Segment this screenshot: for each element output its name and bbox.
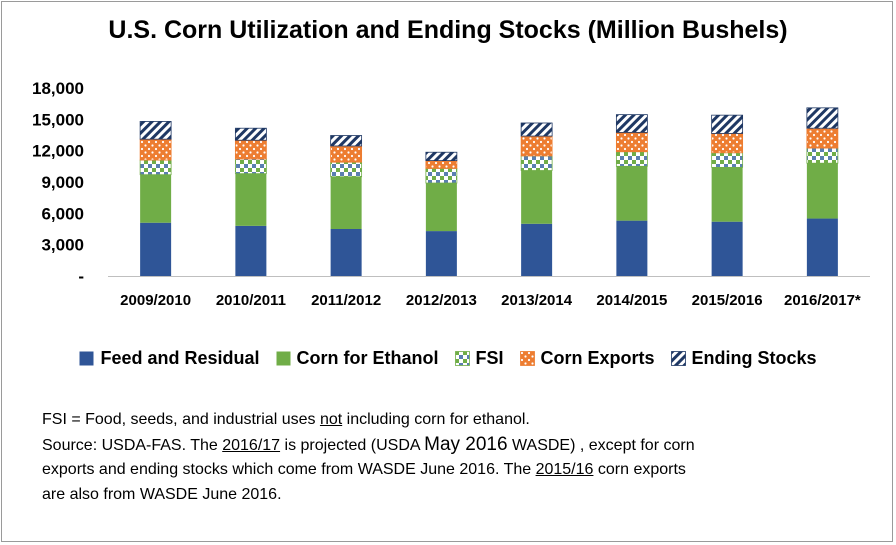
bar-segment-feed-and-residual [616, 220, 648, 276]
bar-segment-corn-for-ethanol [711, 167, 743, 222]
legend-swatch [519, 350, 535, 366]
y-tick-label: 15,000 [32, 110, 84, 129]
bar-segment-feed-and-residual [235, 225, 267, 276]
bar-segment-fsi [711, 152, 744, 168]
stacked-bar-chart: - 3,000 6,000 9,000 12,000 15,000 18,000 2009/… [32, 79, 870, 309]
legend-swatch [670, 350, 686, 366]
bar-segment-fsi [425, 168, 458, 184]
bar-segment-feed-and-residual [330, 229, 362, 276]
bar-segment-corn-exports [425, 160, 458, 169]
legend-label: Ending Stocks [691, 347, 817, 368]
legend-item: FSI [454, 347, 504, 369]
bar-segment-corn-exports [711, 133, 744, 154]
note-underlined-year: 2015/16 [535, 461, 594, 478]
bars-group [139, 107, 839, 276]
legend-label: Feed and Residual [100, 347, 260, 368]
bar-segment-feed-and-residual [521, 223, 553, 276]
x-tick-label: 2010/2011 [216, 292, 286, 309]
bar-segment-fsi [520, 155, 553, 171]
bar-segment-corn-for-ethanol [806, 163, 838, 219]
legend-label: FSI [475, 347, 504, 368]
y-axis: - 3,000 6,000 9,000 12,000 15,000 18,000 [32, 79, 84, 286]
note-text: is projected (USDA [280, 436, 425, 454]
y-tick-label: 18,000 [32, 79, 84, 98]
note-text: Source: USDA-FAS. The [42, 436, 223, 454]
bar-segment-feed-and-residual [140, 222, 172, 276]
bar-segment-corn-for-ethanol [616, 166, 648, 221]
bar-segment-corn-for-ethanol [330, 176, 362, 229]
x-tick-label: 2016/2017* [784, 292, 861, 309]
legend-label: Corn Exports [540, 347, 655, 368]
bar-segment-corn-for-ethanol [235, 173, 267, 226]
x-axis: 2009/2010 2010/2011 2011/2012 2012/2013 2013… [120, 292, 861, 309]
x-tick-label: 2012/2013 [406, 292, 477, 309]
legend: Feed and Residual Corn for Ethanol FSI Corn… [0, 346, 896, 370]
legend-item: Ending Stocks [670, 347, 817, 369]
bar-segment-fsi [806, 147, 839, 164]
bar-segment-ending-stocks [520, 122, 553, 137]
footnotes: FSI = Food, seeds, and industrial uses n… [42, 408, 872, 507]
bar-segment-ending-stocks [234, 127, 267, 141]
legend-item: Corn Exports [519, 347, 655, 369]
bar-segment-ending-stocks [139, 121, 172, 140]
x-tick-label: 2013/2014 [501, 292, 573, 309]
source-note-cont: exports and ending stocks which come fro… [42, 458, 872, 483]
bar-segment-fsi [330, 161, 363, 178]
bar-segment-feed-and-residual [711, 221, 743, 276]
y-tick-label: 3,000 [41, 236, 84, 255]
bar-segment-corn-exports [139, 138, 172, 161]
bar-segment-corn-exports [330, 145, 363, 163]
bar-segment-ending-stocks [425, 151, 458, 161]
bar-segment-corn-exports [520, 135, 553, 157]
x-tick-label: 2011/2012 [311, 292, 381, 309]
note-text: including corn for ethanol. [342, 411, 530, 428]
chart-title: U.S. Corn Utilization and Ending Stocks … [108, 16, 788, 44]
legend-swatch [454, 350, 470, 366]
note-text: WASDE) , except for corn [507, 436, 695, 454]
bar-segment-corn-exports [615, 131, 648, 153]
bar-segment-feed-and-residual [806, 218, 838, 276]
bar-segment-ending-stocks [711, 114, 744, 134]
note-month: May 2016 [424, 433, 508, 455]
note-text: are also from WASDE June 2016. [42, 485, 282, 503]
legend-item: Corn for Ethanol [276, 348, 439, 369]
note-underlined-year: 2016/17 [222, 436, 281, 454]
bar-segment-corn-for-ethanol [140, 174, 172, 223]
bar-segment-fsi [234, 158, 267, 175]
legend-swatch [79, 351, 94, 365]
y-tick-label: 12,000 [32, 142, 84, 161]
bar-segment-fsi [615, 151, 648, 167]
note-underlined-not: not [319, 411, 343, 428]
bar-segment-corn-exports [806, 127, 839, 149]
bar-segment-ending-stocks [330, 135, 363, 147]
x-tick-label: 2015/2016 [692, 292, 763, 309]
source-note: Source: USDA-FAS. The 2016/17 is project… [42, 433, 872, 459]
note-text: FSI = Food, seeds, and industrial uses [42, 411, 320, 428]
fsi-note: FSI = Food, seeds, and industrial uses n… [42, 408, 872, 433]
legend-label: Corn for Ethanol [296, 347, 439, 368]
y-tick-label: 6,000 [41, 204, 84, 223]
y-tick-label: - [78, 267, 84, 286]
x-tick-label: 2014/2015 [596, 292, 667, 309]
x-tick-label: 2009/2010 [120, 292, 191, 309]
bar-segment-corn-exports [234, 139, 267, 160]
bar-segment-corn-for-ethanol [425, 183, 457, 232]
bar-segment-fsi [139, 159, 172, 176]
bar-segment-corn-for-ethanol [521, 170, 553, 224]
y-tick-label: 9,000 [41, 173, 84, 192]
note-text: corn exports [593, 461, 686, 478]
bar-segment-ending-stocks [806, 107, 839, 129]
note-text: exports and ending stocks which come fro… [42, 461, 536, 478]
legend-item: Feed and Residual [79, 347, 260, 369]
source-note-end: are also from WASDE June 2016. [42, 483, 872, 508]
bar-segment-ending-stocks [615, 114, 648, 133]
bar-segment-feed-and-residual [425, 231, 457, 276]
legend-swatch [276, 351, 290, 365]
